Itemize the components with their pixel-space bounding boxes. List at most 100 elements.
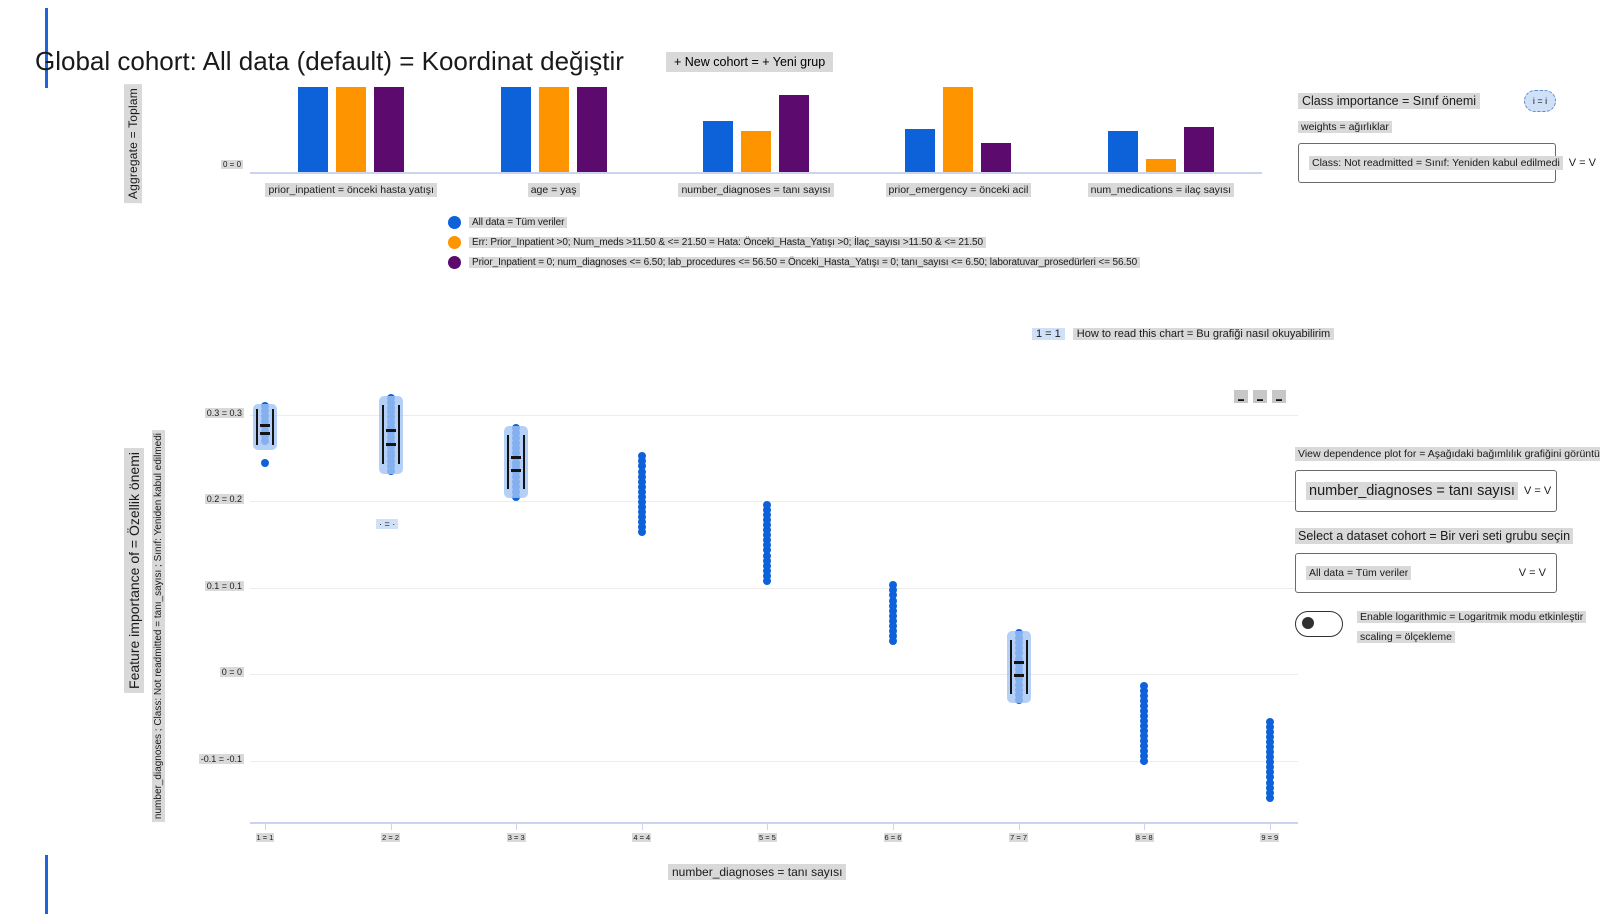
bar[interactable] [374,87,405,172]
scatter-point[interactable] [637,467,646,476]
cohort-select-dropdown[interactable]: All data = Tüm veriler V = V [1295,553,1557,593]
scatter-point[interactable] [1265,717,1274,726]
scatter-point[interactable] [1265,748,1274,757]
scatter-point[interactable] [261,458,269,467]
bar[interactable] [576,87,607,172]
scatter-point[interactable] [1140,741,1149,750]
scatter-point[interactable] [1140,682,1149,691]
scatter-point[interactable] [763,561,772,570]
scatter-point[interactable] [637,507,646,516]
scatter-point[interactable] [763,536,772,545]
scatter-point[interactable] [889,627,897,636]
scatter-point[interactable] [637,462,646,471]
scatter-point[interactable] [1265,788,1274,797]
scatter-point[interactable] [1140,721,1149,730]
scatter-point[interactable] [1265,778,1274,787]
bar[interactable] [1183,127,1214,172]
scatter-point[interactable] [889,601,897,610]
scatter-point[interactable] [637,502,646,511]
scatter-point[interactable] [1140,756,1149,765]
scatter-point[interactable] [763,526,772,535]
scatter-point[interactable] [637,497,646,506]
scatter-point[interactable] [1140,697,1149,706]
bar[interactable] [981,143,1012,172]
bar[interactable] [778,95,809,172]
scatter-point[interactable] [637,512,646,521]
scatter-point[interactable] [889,586,897,595]
scatter-point[interactable] [763,516,772,525]
scatter-point[interactable] [889,606,897,615]
scatter-point[interactable] [763,546,772,555]
scatter-point[interactable] [1265,768,1274,777]
scatter-point[interactable] [637,482,646,491]
legend-item[interactable]: Err: Prior_Inpatient >0; Num_meds >11.50… [448,236,1140,249]
scatter-point[interactable] [637,527,646,536]
feature-select-dropdown[interactable]: number_diagnoses = tanı sayısı V = V [1295,470,1557,512]
modebar-button[interactable]: ▬ [1253,390,1267,403]
scatter-point[interactable] [889,622,897,631]
scatter-point[interactable] [1265,727,1274,736]
scatter-point[interactable] [763,521,772,530]
scatter-point[interactable] [763,500,772,509]
bar[interactable] [298,87,329,172]
legend-item[interactable]: Prior_Inpatient = 0; num_diagnoses <= 6.… [448,256,1141,269]
bar[interactable] [336,87,367,172]
scatter-point[interactable] [1265,758,1274,767]
scatter-point[interactable] [1265,732,1274,741]
scatter-point[interactable] [1140,731,1149,740]
scatter-point[interactable] [889,616,897,625]
scatter-point[interactable] [1140,736,1149,745]
info-icon[interactable]: 1 = 1 [1032,328,1065,340]
scatter-point[interactable] [763,576,772,585]
bar[interactable] [943,87,974,172]
scatter-point[interactable] [889,581,897,590]
modebar-button[interactable]: ▬ [1272,390,1286,403]
scatter-point[interactable] [1265,763,1274,772]
scatter-point[interactable] [763,556,772,565]
scatter-point[interactable] [1140,746,1149,755]
legend-item[interactable]: All data = Tüm veriler [448,216,1140,229]
scatter-point[interactable] [763,531,772,540]
scatter-point[interactable] [637,522,646,531]
scatter-point[interactable] [889,632,897,641]
bar[interactable] [1107,131,1138,172]
how-to-read-link[interactable]: How to read this chart = Bu grafiği nası… [1072,328,1335,340]
logarithmic-scaling-toggle[interactable] [1295,611,1343,637]
scatter-point[interactable] [1140,712,1149,721]
scatter-point[interactable] [889,591,897,600]
new-cohort-button[interactable]: + New cohort = + Yeni grup [666,52,834,72]
info-icon[interactable]: i = i [1524,90,1556,112]
bar[interactable] [740,131,771,172]
scatter-point[interactable] [1140,751,1149,760]
bar[interactable] [905,129,936,172]
scatter-point[interactable] [1140,716,1149,725]
scatter-point[interactable] [637,452,646,461]
scatter-point[interactable] [763,571,772,580]
scatter-point[interactable] [1265,753,1274,762]
scatter-point[interactable] [1265,737,1274,746]
scatter-point[interactable] [637,472,646,481]
scatter-point[interactable] [637,487,646,496]
bar[interactable] [1145,159,1176,172]
scatter-point[interactable] [1140,726,1149,735]
scatter-point[interactable] [637,517,646,526]
scatter-point[interactable] [1140,687,1149,696]
scatter-point[interactable] [1140,692,1149,701]
modebar-button[interactable]: ▬ [1234,390,1248,403]
scatter-point[interactable] [889,637,897,646]
class-select-dropdown[interactable]: Class: Not readmitted = Sınıf: Yeniden k… [1298,143,1596,183]
scatter-point[interactable] [763,505,772,514]
bar[interactable] [538,87,569,172]
scatter-point[interactable] [637,492,646,501]
scatter-point[interactable] [889,596,897,605]
scatter-point[interactable] [763,566,772,575]
scatter-point[interactable] [763,510,772,519]
bar[interactable] [702,121,733,172]
bar[interactable] [500,87,531,172]
scatter-point[interactable] [1265,773,1274,782]
scatter-point[interactable] [637,477,646,486]
scatter-point[interactable] [889,611,897,620]
scatter-point[interactable] [1265,743,1274,752]
scatter-point[interactable] [763,541,772,550]
scatter-point[interactable] [1140,707,1149,716]
